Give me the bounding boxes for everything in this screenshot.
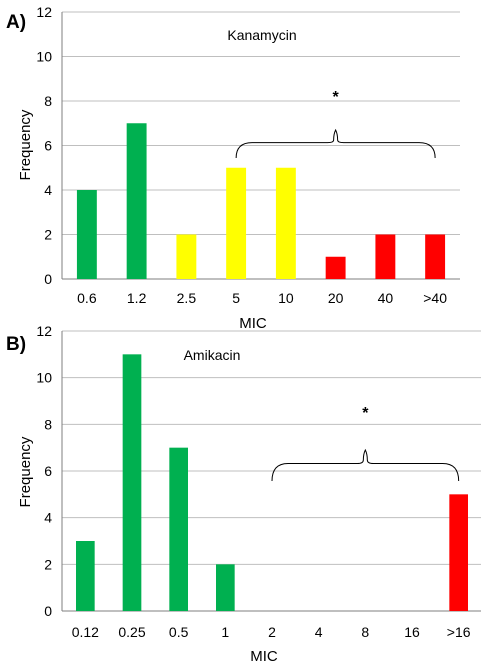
y-tick-label: 2 xyxy=(44,227,52,243)
y-tick-label: 12 xyxy=(36,4,52,20)
y-tick-label: 0 xyxy=(44,271,52,287)
bar->16 xyxy=(449,494,468,611)
y-axis-label: Frequency xyxy=(17,109,34,180)
significance-brace xyxy=(235,128,436,159)
bar-2.5 xyxy=(176,234,197,279)
x-tick-label: >16 xyxy=(447,624,471,640)
y-tick-label: 4 xyxy=(44,510,52,526)
y-tick-label: 6 xyxy=(44,138,52,154)
bar-0.12 xyxy=(76,541,95,611)
x-tick-label: 16 xyxy=(404,624,420,640)
x-axis-label: MIC xyxy=(250,648,278,665)
bar-0.25 xyxy=(122,354,142,611)
y-tick-label: 10 xyxy=(36,370,52,386)
y-tick-label: 6 xyxy=(44,463,52,479)
x-tick-label: 2.5 xyxy=(177,290,197,306)
y-axis-label: Frequency xyxy=(17,436,34,507)
y-tick-label: 0 xyxy=(44,603,52,619)
bar-10 xyxy=(275,167,296,279)
y-tick-label: 4 xyxy=(44,182,52,198)
x-tick-label: 1 xyxy=(221,624,229,640)
x-axis-label: MIC xyxy=(239,315,267,332)
x-tick-label: 4 xyxy=(315,624,323,640)
bar-0.6 xyxy=(76,190,97,279)
y-tick-label: 12 xyxy=(36,323,52,339)
x-tick-label: 2 xyxy=(268,624,276,640)
panel-label: A) xyxy=(6,12,26,33)
significance-star: * xyxy=(362,405,369,422)
x-tick-label: 5 xyxy=(232,290,240,306)
bar-1.2 xyxy=(126,123,147,279)
x-tick-label: 0.25 xyxy=(118,624,145,640)
bar-5 xyxy=(226,167,247,279)
chart-title: Kanamycin xyxy=(227,27,296,43)
y-tick-label: 8 xyxy=(44,416,52,432)
y-tick-label: 2 xyxy=(44,556,52,572)
chart-title: Amikacin xyxy=(184,347,241,363)
y-tick-label: 8 xyxy=(44,93,52,109)
panel-label: B) xyxy=(6,334,26,355)
x-tick-label: 10 xyxy=(278,290,294,306)
y-tick-label: 10 xyxy=(36,49,52,65)
x-tick-label: 1.2 xyxy=(127,290,147,306)
x-tick-label: 40 xyxy=(378,290,394,306)
bar-0.5 xyxy=(169,447,188,611)
bar-20 xyxy=(325,256,346,279)
x-tick-label: 0.6 xyxy=(77,290,97,306)
x-tick-label: 8 xyxy=(361,624,369,640)
significance-brace xyxy=(271,448,460,482)
bar->40 xyxy=(425,234,446,279)
chart-panel-1: 0 2 4 6 8 10 12 0.6 1.2 2.5 5 10 20 40 >40 MIC Frequency… xyxy=(6,4,460,332)
x-tick-label: >40 xyxy=(423,290,447,306)
bar-1 xyxy=(216,564,235,611)
x-tick-label: 0.5 xyxy=(169,624,189,640)
significance-star: * xyxy=(333,89,340,106)
x-tick-label: 0.12 xyxy=(72,624,99,640)
x-tick-label: 20 xyxy=(328,290,344,306)
bar-40 xyxy=(375,234,396,279)
